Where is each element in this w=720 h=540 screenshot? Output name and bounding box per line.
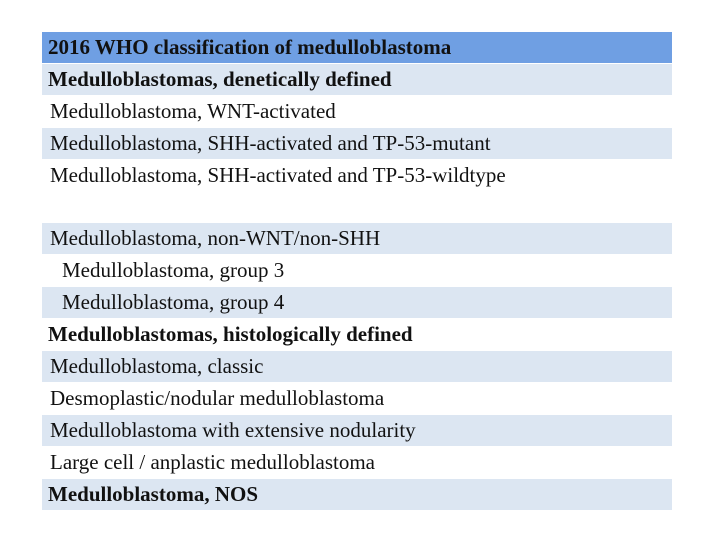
row: Medulloblastomas, denetically defined: [42, 63, 672, 96]
row: Medulloblastoma, SHH-activated and TP-53…: [42, 127, 672, 160]
cell: Medulloblastoma, WNT-activated: [42, 95, 672, 128]
cell: Medulloblastoma, NOS: [42, 478, 672, 511]
cell: Medulloblastoma, classic: [42, 350, 672, 383]
cell: Medulloblastomas, denetically defined: [42, 63, 672, 96]
cell: Medulloblastoma, group 3: [42, 254, 672, 287]
row: Medulloblastoma, NOS: [42, 478, 672, 511]
row: Large cell / anplastic medulloblastoma: [42, 446, 672, 479]
cell: Medulloblastomas, histologically defined: [42, 318, 672, 351]
header-row: 2016 WHO classification of medulloblasto…: [42, 32, 672, 64]
row: Medulloblastoma, group 3: [42, 254, 672, 287]
cell: Medulloblastoma, group 4: [42, 286, 672, 319]
row: Medulloblastoma, SHH-activated and TP-53…: [42, 159, 672, 223]
cell: Medulloblastoma, non-WNT/non-SHH: [42, 222, 672, 255]
row: Desmoplastic/nodular medulloblastoma: [42, 382, 672, 415]
cell: Large cell / anplastic medulloblastoma: [42, 446, 672, 479]
cell: Medulloblastoma, SHH-activated and TP-53…: [42, 159, 672, 223]
table-title: 2016 WHO classification of medulloblasto…: [42, 32, 672, 64]
row: Medulloblastoma, WNT-activated: [42, 95, 672, 128]
cell: Desmoplastic/nodular medulloblastoma: [42, 382, 672, 415]
row: Medulloblastoma with extensive nodularit…: [42, 414, 672, 447]
row: Medulloblastoma, non-WNT/non-SHH: [42, 222, 672, 255]
row: Medulloblastoma, classic: [42, 350, 672, 383]
cell: Medulloblastoma, SHH-activated and TP-53…: [42, 127, 672, 160]
cell: Medulloblastoma with extensive nodularit…: [42, 414, 672, 447]
row: Medulloblastoma, group 4: [42, 286, 672, 319]
classification-table: 2016 WHO classification of medulloblasto…: [42, 32, 672, 511]
row: Medulloblastomas, histologically defined: [42, 318, 672, 351]
